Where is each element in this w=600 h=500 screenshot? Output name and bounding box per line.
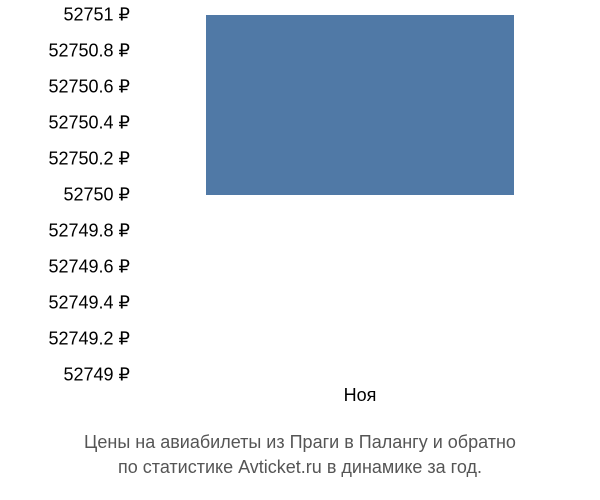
chart-caption: Цены на авиабилеты из Праги в Палангу и … [0,430,600,480]
caption-line-2: по статистике Avticket.ru в динамике за … [118,457,482,477]
y-tick-label: 52750.4 ₽ [0,113,130,134]
y-tick-label: 52750.8 ₽ [0,41,130,62]
y-tick-label: 52749.6 ₽ [0,257,130,278]
y-tick-label: 52751 ₽ [0,5,130,26]
y-tick-label: 52749.8 ₽ [0,221,130,242]
y-tick-label: 52750 ₽ [0,185,130,206]
x-tick-label: Ноя [344,385,377,406]
y-tick-label: 52749 ₽ [0,365,130,386]
y-axis: 52751 ₽ 52750.8 ₽ 52750.6 ₽ 52750.4 ₽ 52750.… [0,5,130,365]
plot-area: Ноя [140,5,580,365]
y-tick-label: 52749.4 ₽ [0,293,130,314]
caption-line-1: Цены на авиабилеты из Праги в Палангу и … [84,432,516,452]
price-chart: 52751 ₽ 52750.8 ₽ 52750.6 ₽ 52750.4 ₽ 52750.… [0,5,600,425]
bar [206,15,514,195]
y-tick-label: 52749.2 ₽ [0,329,130,350]
y-tick-label: 52750.2 ₽ [0,149,130,170]
y-tick-label: 52750.6 ₽ [0,77,130,98]
